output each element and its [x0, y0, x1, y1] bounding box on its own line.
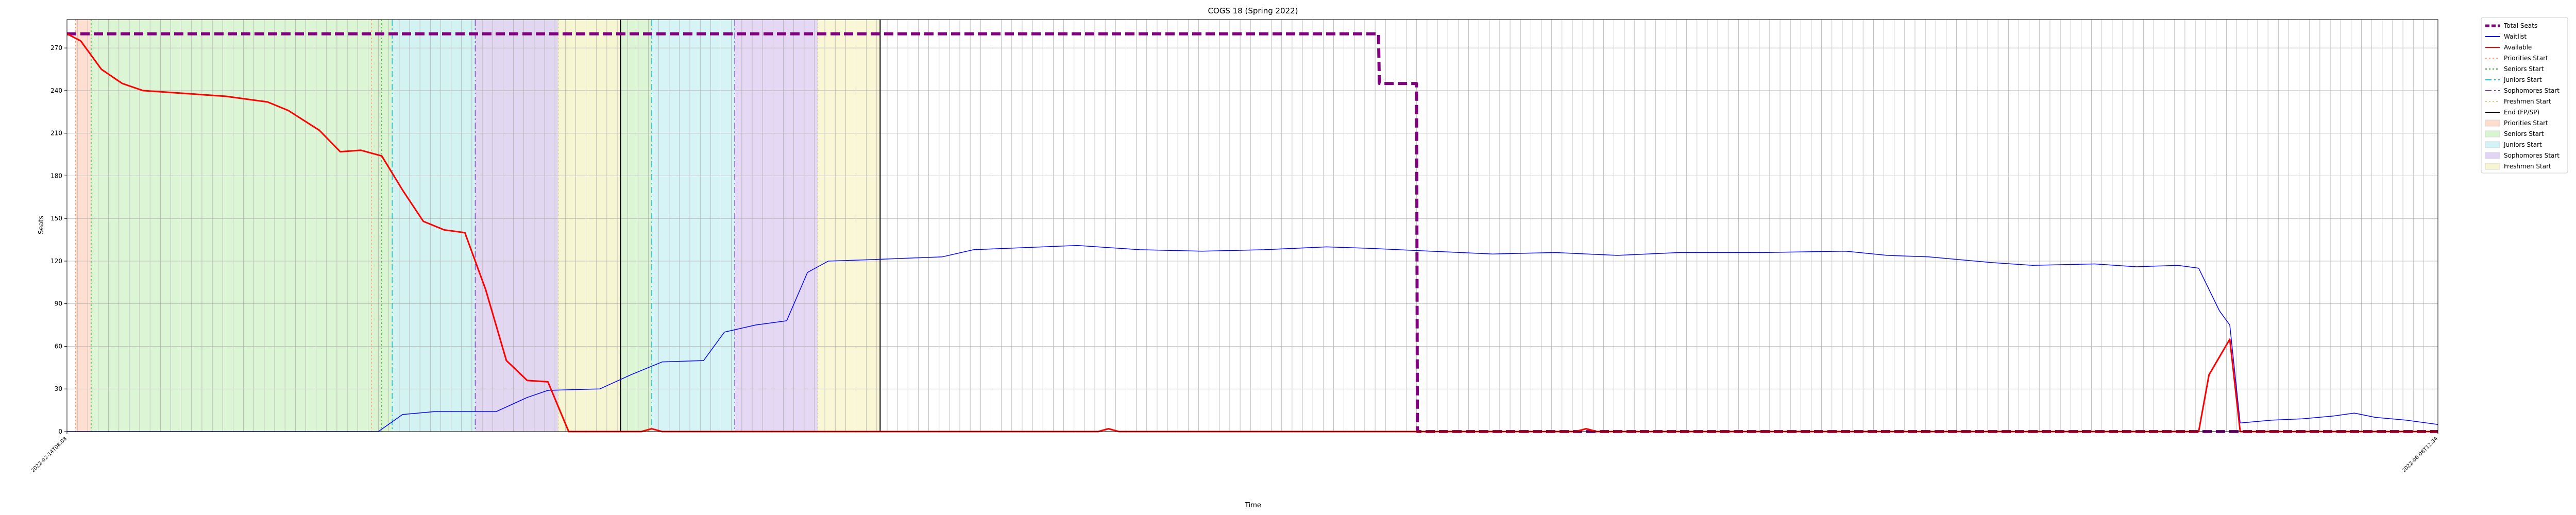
y-tick-label-4: 120 — [50, 258, 62, 265]
legend-label-6: Sophomores Start — [2504, 87, 2560, 94]
legend-frame — [2481, 17, 2568, 174]
y-tick-label-6: 180 — [50, 172, 62, 179]
legend-swatch-12 — [2485, 152, 2500, 159]
event-lines — [75, 20, 881, 432]
phase-band-1-0 — [91, 20, 393, 432]
chart-title: COGS 18 (Spring 2022) — [1208, 6, 1298, 15]
y-tick-label-0: 0 — [58, 428, 62, 435]
x-axis-ticks: 2022-02-14T08:08 2022-06-08T12:34 — [30, 432, 2439, 474]
y-axis-label: Seats — [38, 216, 45, 234]
legend-swatch-11 — [2485, 141, 2500, 148]
phase-band-4-0 — [558, 20, 621, 432]
x-tick-label-0: 2022-02-14T08:08 — [30, 436, 69, 474]
legend-swatch-9 — [2485, 119, 2500, 127]
phase-band-3-1 — [735, 20, 818, 432]
series-line-1 — [67, 245, 2438, 432]
phase-band-0-0 — [75, 20, 91, 432]
y-tick-label-3: 90 — [55, 300, 62, 307]
legend-label-13: Freshmen Start — [2504, 163, 2551, 170]
legend-label-5: Juniors Start — [2503, 76, 2542, 83]
legend-label-7: Freshmen Start — [2504, 98, 2551, 105]
legend-label-9: Priorities Start — [2504, 119, 2548, 127]
y-tick-label-5: 150 — [50, 215, 62, 222]
y-tick-label-2: 60 — [55, 342, 62, 350]
phase-bands — [75, 20, 880, 432]
legend-label-1: Waitlist — [2504, 33, 2527, 40]
legend-label-10: Seniors Start — [2504, 130, 2544, 138]
legend-label-11: Juniors Start — [2503, 141, 2542, 148]
y-axis-ticks: 0 30 60 90 120 150 180 210 240 270 — [50, 44, 67, 435]
y-tick-label-7: 210 — [50, 130, 62, 137]
legend-label-0: Total Seats — [2503, 22, 2537, 29]
legend-swatch-10 — [2485, 130, 2500, 138]
legend-label-3: Priorities Start — [2504, 55, 2548, 62]
legend-label-12: Sophomores Start — [2504, 152, 2560, 159]
phase-band-2-1 — [651, 20, 735, 432]
y-tick-label-9: 270 — [50, 44, 62, 52]
x-axis-label: Time — [1244, 502, 1261, 509]
series-line-2 — [66, 33, 2438, 433]
plot-frame — [66, 19, 2438, 432]
legend: Total Seats Waitlist Available Priorities S… — [2481, 17, 2568, 174]
legend-label-2: Available — [2504, 44, 2532, 51]
y-tick-label-1: 30 — [55, 385, 62, 392]
phase-band-4-1 — [818, 20, 880, 432]
x-tick-label-1: 2022-06-08T12:34 — [2401, 436, 2439, 474]
legend-label-8: End (FP/SP) — [2504, 109, 2539, 116]
legend-swatch-13 — [2485, 163, 2500, 170]
legend-label-4: Seniors Start — [2504, 65, 2544, 73]
y-tick-label-8: 240 — [50, 87, 62, 94]
